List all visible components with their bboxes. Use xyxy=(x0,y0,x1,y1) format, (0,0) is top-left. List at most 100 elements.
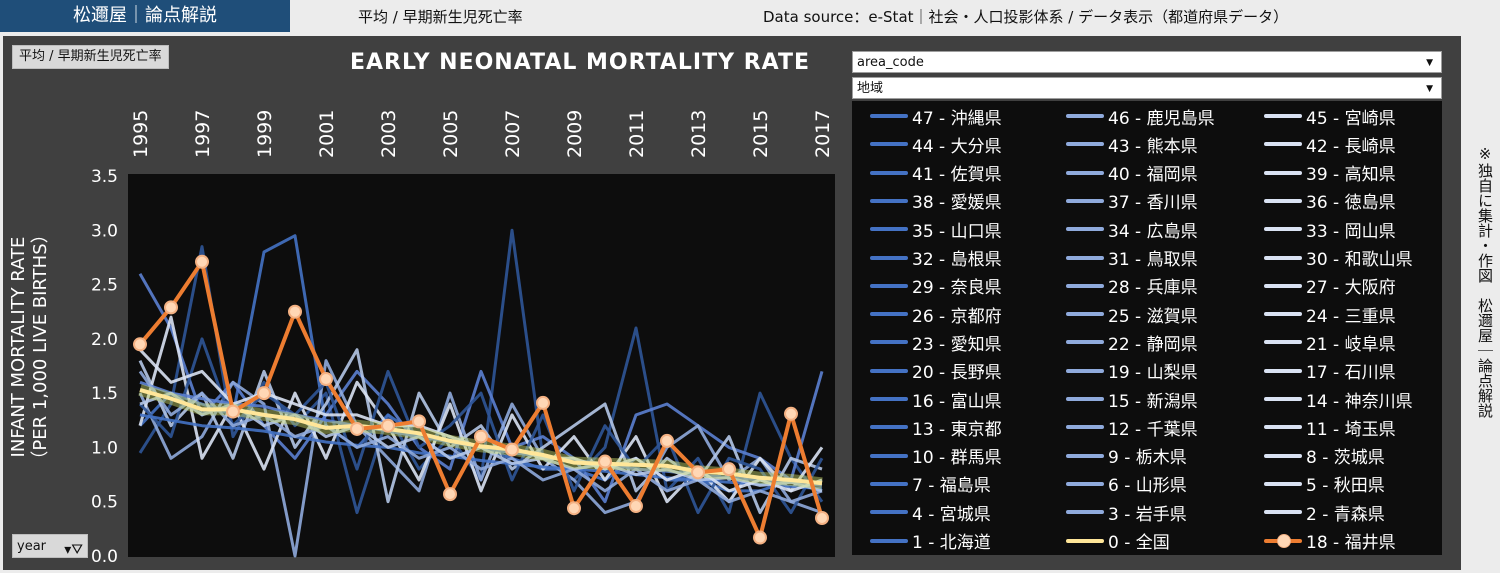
legend-item[interactable]: 44 - 大分県 xyxy=(870,131,1002,157)
legend-swatch xyxy=(870,283,908,288)
legend-swatch xyxy=(1264,397,1302,401)
legend-swatch xyxy=(870,114,908,118)
legend-item[interactable]: 8 - 茨城県 xyxy=(1264,443,1385,469)
y-tick-label: 1.0 xyxy=(91,438,118,458)
legend-label: 13 - 東京都 xyxy=(912,419,1002,440)
legend-item[interactable]: 19 - 山梨県 xyxy=(1066,358,1198,384)
fukui-point xyxy=(474,429,488,444)
legend-label: 12 - 千葉県 xyxy=(1108,419,1198,440)
legend-swatch xyxy=(1264,340,1302,345)
legend-label: 38 - 愛媛県 xyxy=(912,193,1002,214)
legend-item[interactable]: 13 - 東京都 xyxy=(870,414,1002,440)
legend-label: 1 - 北海道 xyxy=(912,533,991,553)
brand-title[interactable]: 松邇屋｜論点解説 xyxy=(0,0,290,32)
legend-item[interactable]: 11 - 埼玉県 xyxy=(1264,414,1396,440)
legend-item[interactable]: 21 - 岐阜県 xyxy=(1264,329,1396,355)
legend-item[interactable]: 18 - 福井県 xyxy=(1264,528,1396,554)
legend-item[interactable]: 34 - 広島県 xyxy=(1066,216,1198,242)
legend-item[interactable]: 23 - 愛知県 xyxy=(870,329,1002,355)
legend-item[interactable]: 28 - 兵庫県 xyxy=(1066,273,1198,299)
x-tick-label: 1995 xyxy=(130,110,152,158)
area-code-dropdown[interactable]: area_code ▼ xyxy=(852,51,1442,73)
side-note: ※独自に集計・作図 松邇屋｜論点解説 xyxy=(1476,145,1494,418)
legend-item[interactable]: 27 - 大阪府 xyxy=(1264,273,1396,299)
legend-item[interactable]: 4 - 宮城県 xyxy=(870,499,991,525)
x-tick-label: 1999 xyxy=(254,110,276,158)
legend-item[interactable]: 35 - 山口県 xyxy=(870,216,1002,242)
legend-item[interactable]: 37 - 香川県 xyxy=(1066,188,1198,214)
legend-swatch xyxy=(870,170,908,175)
legend-item[interactable]: 43 - 熊本県 xyxy=(1066,131,1198,157)
legend-item[interactable]: 1 - 北海道 xyxy=(870,528,991,554)
chart-legend: 47 - 沖縄県 46 - 鹿児島県 45 - 宮崎県 44 - 大分県 43 - 熊本… xyxy=(852,101,1442,555)
legend-item[interactable]: 15 - 新潟県 xyxy=(1066,386,1198,412)
legend-item[interactable]: 41 - 佐賀県 xyxy=(870,160,1002,186)
legend-item[interactable]: 10 - 群馬県 xyxy=(870,443,1002,469)
legend-item[interactable]: 38 - 愛媛県 xyxy=(870,188,1002,214)
legend-item[interactable]: 45 - 宮崎県 xyxy=(1264,103,1396,129)
year-filter[interactable]: year ▾⛛ xyxy=(12,534,88,558)
legend-label: 40 - 福岡県 xyxy=(1108,165,1198,186)
legend-swatch xyxy=(870,227,908,232)
legend-item[interactable]: 32 - 島根県 xyxy=(870,245,1002,271)
legend-label: 32 - 島根県 xyxy=(912,250,1002,270)
legend-item[interactable]: 20 - 長野県 xyxy=(870,358,1002,384)
legend-item[interactable]: 0 - 全国 xyxy=(1066,528,1170,554)
y-tick-label: 0.0 xyxy=(91,547,118,567)
legend-label: 36 - 徳島県 xyxy=(1306,193,1396,214)
fukui-point xyxy=(195,254,209,269)
fukui-point xyxy=(257,386,271,401)
series-layer xyxy=(138,228,824,558)
x-tick-label: 2009 xyxy=(564,110,586,158)
legend-label: 11 - 埼玉県 xyxy=(1306,419,1396,440)
legend-swatch xyxy=(870,142,908,147)
chevron-down-icon: ▼ xyxy=(1426,84,1433,94)
legend-label: 44 - 大分県 xyxy=(912,136,1002,157)
top-bar: 松邇屋｜論点解説 平均 / 早期新生児死亡率 Data source：e-Sta… xyxy=(0,0,1500,32)
legend-item[interactable]: 31 - 鳥取県 xyxy=(1066,245,1198,271)
legend-label: 42 - 長崎県 xyxy=(1306,136,1396,157)
legend-item[interactable]: 24 - 三重県 xyxy=(1264,301,1396,327)
legend-item[interactable]: 25 - 滋賀県 xyxy=(1066,301,1198,327)
legend-label: 7 - 福島県 xyxy=(912,476,991,497)
legend-item[interactable]: 29 - 奈良県 xyxy=(870,273,1002,299)
legend-label: 2 - 青森県 xyxy=(1306,504,1385,525)
legend-swatch xyxy=(870,255,908,260)
legend-label: 8 - 茨城県 xyxy=(1306,448,1385,469)
legend-item[interactable]: 14 - 神奈川県 xyxy=(1264,386,1413,412)
legend-item[interactable]: 2 - 青森県 xyxy=(1264,499,1385,525)
legend-item[interactable]: 26 - 京都府 xyxy=(870,301,1002,327)
legend-item[interactable]: 7 - 福島県 xyxy=(870,471,991,497)
legend-item[interactable]: 39 - 高知県 xyxy=(1264,160,1396,186)
legend-item[interactable]: 16 - 富山県 xyxy=(870,386,1002,412)
legend-item[interactable]: 42 - 長崎県 xyxy=(1264,131,1396,157)
legend-item[interactable]: 36 - 徳島県 xyxy=(1264,188,1396,214)
legend-swatch xyxy=(1264,533,1302,548)
legend-swatch xyxy=(870,425,908,430)
legend-item[interactable]: 17 - 石川県 xyxy=(1264,358,1396,384)
legend-label: 45 - 宮崎県 xyxy=(1306,108,1396,129)
legend-swatch xyxy=(1066,142,1104,147)
legend-swatch xyxy=(1264,142,1302,147)
chevron-down-icon: ▼ xyxy=(1426,58,1433,68)
region-dropdown[interactable]: 地域 ▼ xyxy=(852,77,1442,99)
legend-item[interactable]: 33 - 岡山県 xyxy=(1264,216,1396,242)
legend-item[interactable]: 46 - 鹿児島県 xyxy=(1066,103,1215,129)
legend-label: 14 - 神奈川県 xyxy=(1306,391,1413,412)
x-tick-label: 2007 xyxy=(502,110,524,158)
legend-item[interactable]: 22 - 静岡県 xyxy=(1066,329,1198,355)
x-tick-label: 1997 xyxy=(192,110,214,158)
legend-item[interactable]: 47 - 沖縄県 xyxy=(870,103,1002,129)
legend-item[interactable]: 30 - 和歌山県 xyxy=(1264,245,1413,271)
fukui-point xyxy=(722,462,736,477)
legend-item[interactable]: 3 - 岩手県 xyxy=(1066,499,1187,525)
legend-swatch xyxy=(870,481,908,486)
legend-item[interactable]: 6 - 山形県 xyxy=(1066,471,1187,497)
legend-swatch xyxy=(1066,425,1104,430)
y-tick-label: 0.5 xyxy=(91,493,118,513)
legend-item[interactable]: 40 - 福岡県 xyxy=(1066,160,1198,186)
legend-item[interactable]: 12 - 千葉県 xyxy=(1066,414,1198,440)
legend-item[interactable]: 9 - 栃木県 xyxy=(1066,443,1187,469)
y-tick-label: 2.5 xyxy=(91,276,118,296)
legend-item[interactable]: 5 - 秋田県 xyxy=(1264,471,1385,497)
